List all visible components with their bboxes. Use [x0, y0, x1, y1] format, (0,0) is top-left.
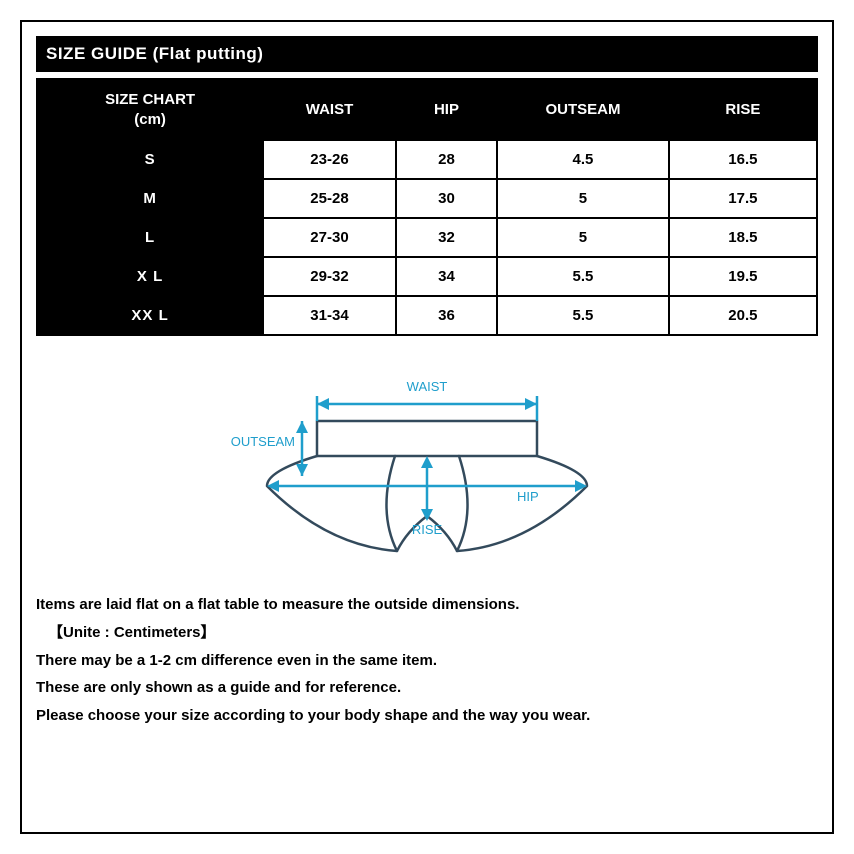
row-label: M: [37, 179, 263, 218]
table-row: X L 29-32 34 5.5 19.5: [37, 257, 817, 296]
col-header-size: SIZE CHART(cm): [37, 79, 263, 140]
note-line: These are only shown as a guide and for …: [36, 674, 818, 702]
col-header-rise: RISE: [669, 79, 817, 140]
cell-hip: 28: [396, 140, 497, 179]
cell-hip: 36: [396, 296, 497, 335]
cell-rise: 16.5: [669, 140, 817, 179]
cell-rise: 20.5: [669, 296, 817, 335]
notes-block: Items are laid flat on a flat table to m…: [36, 591, 818, 730]
row-label: XX L: [37, 296, 263, 335]
row-label: L: [37, 218, 263, 257]
table-header-row: SIZE CHART(cm) WAIST HIP OUTSEAM RISE: [37, 79, 817, 140]
measurement-diagram: WAIST OUTSEAM HIP RISE: [36, 366, 818, 566]
note-line: Please choose your size according to you…: [36, 702, 818, 730]
note-line: 【Unite : Centimeters】: [36, 619, 818, 647]
brief-diagram-icon: WAIST OUTSEAM HIP RISE: [217, 366, 637, 566]
cell-waist: 23-26: [263, 140, 396, 179]
cell-outseam: 5.5: [497, 257, 669, 296]
cell-outseam: 4.5: [497, 140, 669, 179]
cell-outseam: 5.5: [497, 296, 669, 335]
cell-hip: 34: [396, 257, 497, 296]
diagram-label-outseam: OUTSEAM: [231, 434, 295, 449]
cell-rise: 17.5: [669, 179, 817, 218]
table-row: M 25-28 30 5 17.5: [37, 179, 817, 218]
cell-waist: 27-30: [263, 218, 396, 257]
table-row: L 27-30 32 5 18.5: [37, 218, 817, 257]
size-guide-panel: SIZE GUIDE (Flat putting) SIZE CHART(cm)…: [20, 20, 834, 834]
title-bar: SIZE GUIDE (Flat putting): [36, 36, 818, 72]
cell-waist: 25-28: [263, 179, 396, 218]
size-chart-table: SIZE CHART(cm) WAIST HIP OUTSEAM RISE S …: [36, 78, 818, 336]
note-line: There may be a 1-2 cm difference even in…: [36, 647, 818, 675]
col-header-outseam: OUTSEAM: [497, 79, 669, 140]
cell-hip: 30: [396, 179, 497, 218]
cell-hip: 32: [396, 218, 497, 257]
cell-rise: 18.5: [669, 218, 817, 257]
diagram-label-rise: RISE: [412, 522, 443, 537]
row-label: X L: [37, 257, 263, 296]
cell-outseam: 5: [497, 179, 669, 218]
note-line: Items are laid flat on a flat table to m…: [36, 591, 818, 619]
cell-waist: 29-32: [263, 257, 396, 296]
cell-rise: 19.5: [669, 257, 817, 296]
col-header-hip: HIP: [396, 79, 497, 140]
table-row: S 23-26 28 4.5 16.5: [37, 140, 817, 179]
diagram-label-hip: HIP: [517, 489, 539, 504]
cell-outseam: 5: [497, 218, 669, 257]
diagram-label-waist: WAIST: [407, 379, 448, 394]
col-header-waist: WAIST: [263, 79, 396, 140]
table-row: XX L 31-34 36 5.5 20.5: [37, 296, 817, 335]
row-label: S: [37, 140, 263, 179]
cell-waist: 31-34: [263, 296, 396, 335]
